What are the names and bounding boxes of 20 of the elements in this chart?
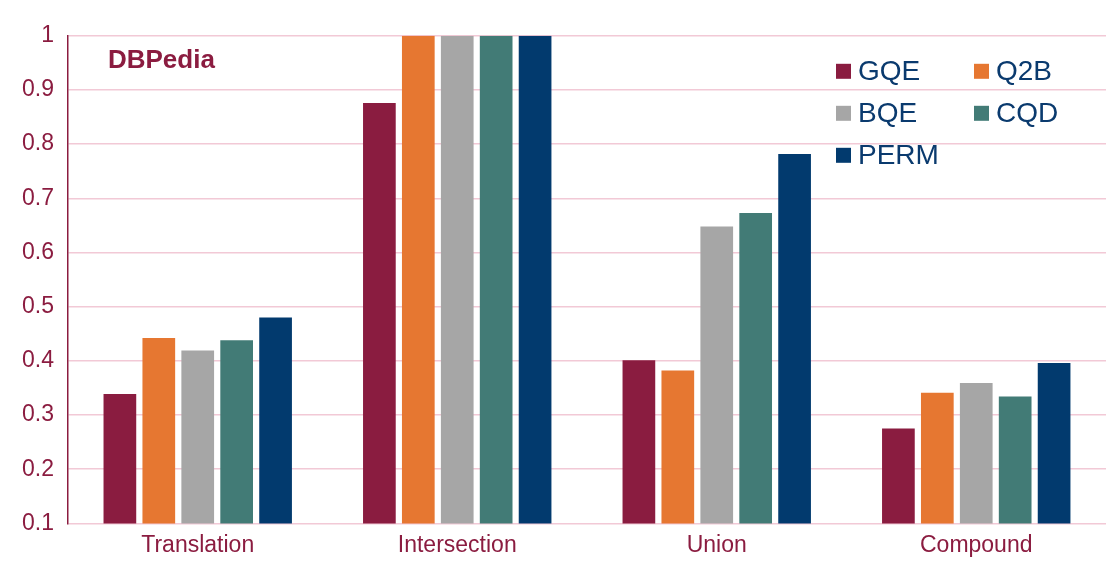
y-tick-label: 1 [41,21,54,48]
y-tick-label: 0.2 [21,454,54,481]
y-tick-label: 0.4 [21,346,55,373]
x-tick-label: Union [686,530,747,557]
y-tick-label: 0.8 [21,129,54,156]
chart-title: DBPedia [107,43,216,74]
legend-label: PERM [858,138,939,170]
y-tick-label: 0.9 [21,75,54,102]
y-tick-label: 0.1 [21,508,54,535]
legend-label: Q2B [996,54,1053,86]
y-tick-label: 0.5 [21,292,54,319]
legend-label: CQD [996,96,1059,128]
x-tick-label: Compound [919,530,1033,557]
y-tick-label: 0.6 [21,237,54,264]
y-tick-label: 0.3 [21,400,54,427]
x-tick-label: Translation [141,530,255,557]
legend-label: GQE [858,54,921,86]
x-tick-label: Intersection [397,530,517,557]
legend-label: BQE [858,96,918,128]
y-tick-label: 0.7 [21,183,54,210]
